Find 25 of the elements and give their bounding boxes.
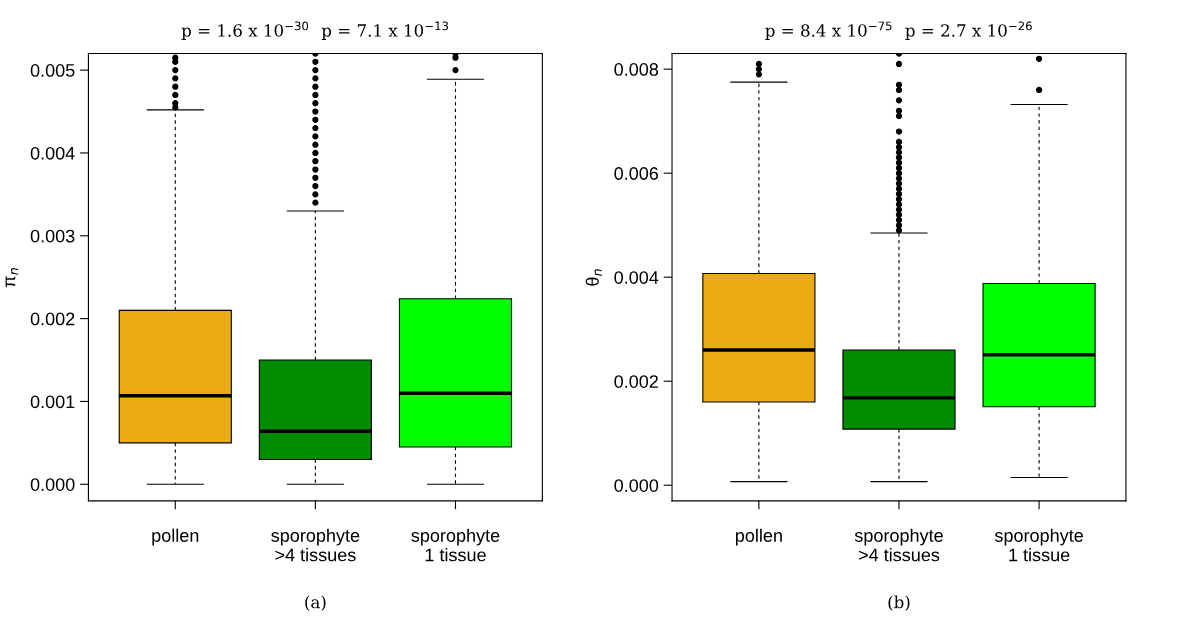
x-axis-title: (b)	[888, 595, 910, 611]
y-axis-title: π$_{n}$	[5, 268, 19, 288]
y-tick-label: 0.005	[30, 64, 75, 77]
x-tick-label: sporophyte >4 tissues	[854, 528, 943, 562]
y-tick-label: 0.003	[30, 229, 75, 243]
y-tick-label: 0.002	[614, 375, 658, 388]
x-tick-label: pollen	[735, 528, 782, 546]
text: p = 7.1 x 10$^{−13}$	[321, 21, 449, 40]
text: p = 1.6 x 10$^{−30}$	[181, 21, 309, 40]
y-tick-label: 0.004	[614, 271, 659, 284]
y-tick-label: 0.008	[614, 63, 659, 76]
text: p = 8.4 x 10$^{−75}$	[765, 21, 892, 40]
x-tick-label: sporophyte >4 tissues	[271, 528, 360, 562]
x-tick-label: sporophyte 1 tissue	[411, 528, 500, 562]
y-tick-label: 0.001	[30, 395, 75, 409]
x-tick-label: pollen	[152, 528, 199, 546]
y-tick-label: 0.004	[30, 146, 75, 160]
y-tick-label: 0.006	[614, 167, 659, 180]
x-axis-title: (a)	[305, 595, 326, 611]
text: p = 2.7 x 10$^{−26}$	[905, 21, 1032, 40]
x-tick-label: sporophyte 1 tissue	[994, 528, 1083, 562]
y-tick-label: 0.000	[614, 479, 659, 492]
y-axis-title: θ$_{n}$	[585, 269, 602, 286]
y-tick-label: 0.000	[30, 478, 75, 491]
y-tick-label: 0.002	[30, 312, 75, 326]
